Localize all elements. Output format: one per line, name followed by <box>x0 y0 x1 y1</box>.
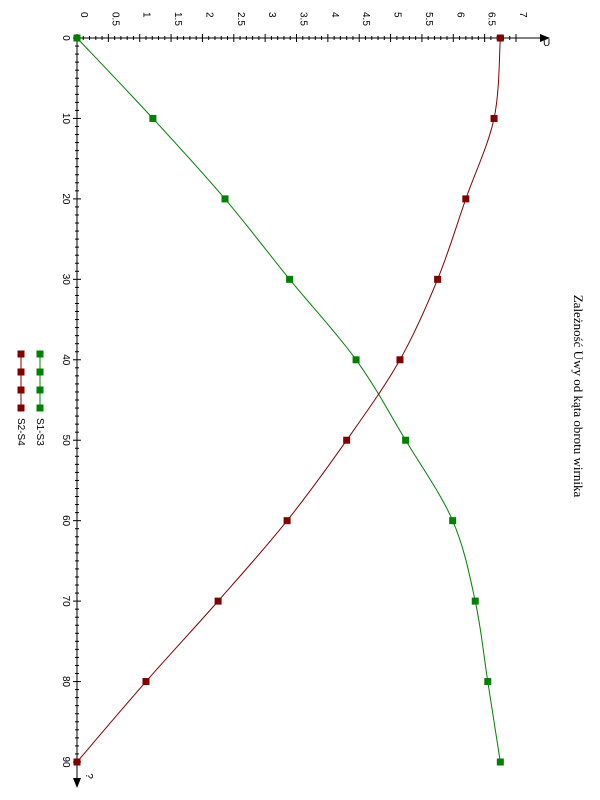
series-line-0 <box>76 37 501 763</box>
series-0-point-7 <box>471 597 479 605</box>
x-tick-label: 60 <box>60 515 71 527</box>
series-0-point-3 <box>286 275 294 283</box>
series-1-point-1 <box>490 114 498 122</box>
series-0-point-5 <box>402 436 410 444</box>
legend-label-0: S1-S3 <box>34 418 45 446</box>
y-tick-label: 1 <box>141 12 152 18</box>
series-0-point-1 <box>149 114 157 122</box>
legend-marker-0-3 <box>36 404 44 412</box>
legend-label-1: S2-S4 <box>15 418 26 446</box>
series-1-point-9 <box>73 758 81 766</box>
series-1-point-6 <box>283 517 291 525</box>
series-1-point-8 <box>142 678 150 686</box>
x-tick-label: 80 <box>60 676 71 688</box>
series-1-point-3 <box>434 275 442 283</box>
series-1-point-7 <box>214 597 222 605</box>
x-tick-label: 70 <box>60 596 71 608</box>
y-tick-label: 5.5 <box>423 12 434 26</box>
y-tick-label: 2.5 <box>235 12 246 26</box>
y-tick-label: 4.5 <box>360 12 371 26</box>
series-layer <box>73 34 504 766</box>
x-axis-label: ? <box>83 773 94 779</box>
y-axis-arrow-icon <box>540 34 550 42</box>
x-tick-label: 90 <box>60 756 71 768</box>
legend-marker-1-1 <box>17 368 25 376</box>
y-tick-label: 6 <box>454 12 465 18</box>
legend-marker-0-2 <box>36 386 44 394</box>
y-tick-label: 0.5 <box>109 12 120 26</box>
legend-marker-1-0 <box>17 350 25 358</box>
y-tick-label: 1.5 <box>172 12 183 26</box>
y-tick-label: 4 <box>329 12 340 18</box>
y-tick-label: 3.5 <box>298 12 309 26</box>
y-tick-label: 6.5 <box>486 12 497 26</box>
x-tick-label: 50 <box>60 435 71 447</box>
axes-layer: U?0 0.5 1 1.5 2 2.5 3 3.5 4 4.5 5 5.5 6 6.5 7010203040… <box>60 12 550 788</box>
series-0-point-2 <box>221 195 229 203</box>
x-tick-label: 0 <box>60 35 71 41</box>
x-tick-label: 20 <box>60 193 71 205</box>
series-line-1 <box>76 37 501 763</box>
y-tick-label: 0 <box>78 12 89 18</box>
y-axis-label: U <box>543 38 550 49</box>
legend-layer: S1-S3 S2-S4 <box>15 350 45 446</box>
legend-marker-0-1 <box>36 368 44 376</box>
series-1-point-2 <box>462 195 470 203</box>
series-0-point-0 <box>73 34 81 42</box>
series-1-point-0 <box>496 34 504 42</box>
series-1-point-4 <box>396 356 404 364</box>
legend-marker-0-0 <box>36 350 44 358</box>
x-tick-label: 40 <box>60 354 71 366</box>
x-tick-label: 30 <box>60 274 71 286</box>
chart-title: Zależność Uwy od kąta obrotu wirnika <box>571 295 586 498</box>
y-tick-label: 3 <box>266 12 277 18</box>
series-0-point-4 <box>352 356 360 364</box>
x-tick-label: 10 <box>60 113 71 125</box>
y-tick-label: 2 <box>203 12 214 18</box>
legend-marker-1-3 <box>17 404 25 412</box>
x-axis-arrow-icon <box>73 778 81 788</box>
y-tick-label: 5 <box>392 12 403 18</box>
series-1-point-5 <box>343 436 351 444</box>
series-0-point-6 <box>449 517 457 525</box>
legend-marker-1-2 <box>17 386 25 394</box>
y-tick-label: 7 <box>517 12 528 18</box>
series-0-point-9 <box>496 758 504 766</box>
series-0-point-8 <box>484 678 492 686</box>
